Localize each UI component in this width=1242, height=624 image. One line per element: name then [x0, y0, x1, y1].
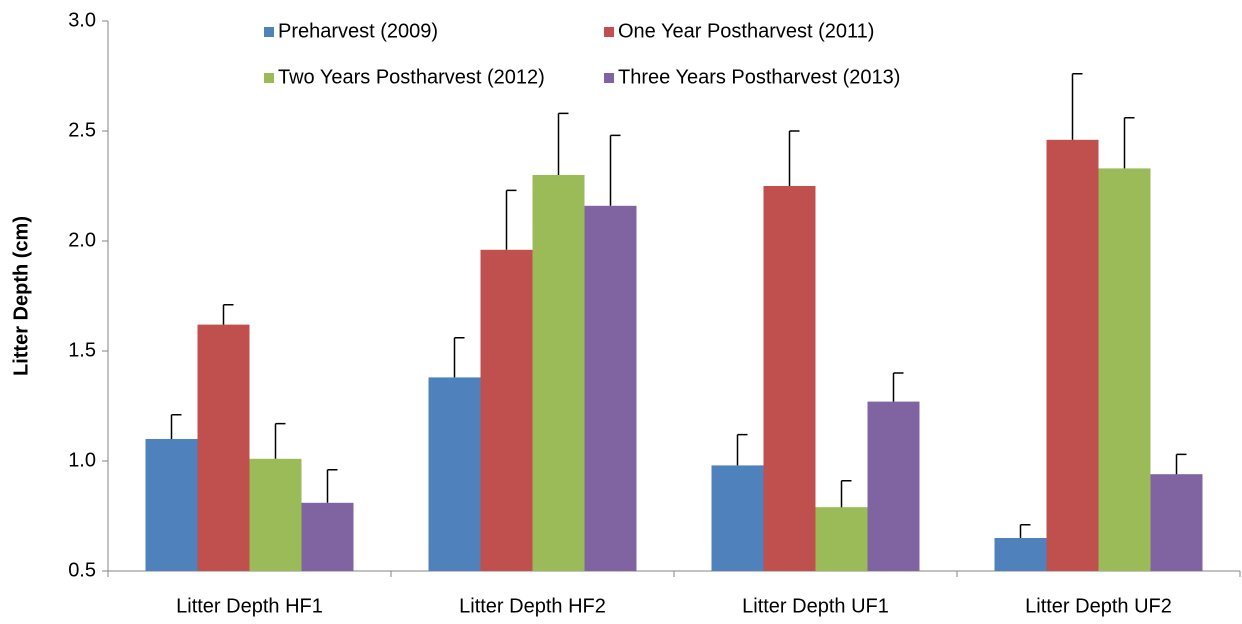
- legend-label: Preharvest (2009): [278, 20, 438, 42]
- error-bar: [222, 304, 234, 325]
- y-tick-label: 1.5: [68, 339, 96, 361]
- bar: [480, 249, 533, 572]
- error-bar: [892, 372, 904, 402]
- legend-swatch: [604, 73, 614, 83]
- x-tick-label: Litter Depth UF2: [1025, 595, 1172, 617]
- bar: [1150, 474, 1203, 571]
- error-bar: [274, 422, 286, 459]
- error-bar: [609, 134, 621, 206]
- error-bar: [170, 414, 182, 439]
- error-bar: [1175, 453, 1187, 475]
- bar: [763, 186, 816, 571]
- legend-label: Two Years Postharvest (2012): [278, 66, 545, 88]
- legend-label: Three Years Postharvest (2013): [618, 66, 900, 88]
- bar: [301, 502, 354, 571]
- legend-swatch: [264, 27, 274, 37]
- error-bar: [1019, 524, 1031, 538]
- y-tick-label: 3.0: [68, 9, 96, 31]
- bar: [1098, 168, 1151, 571]
- legend-swatch: [604, 27, 614, 37]
- error-bar: [505, 189, 517, 250]
- error-bar: [453, 337, 465, 378]
- y-tick-label: 2.5: [68, 119, 96, 141]
- x-tick-label: Litter Depth HF2: [459, 595, 606, 617]
- error-bar: [788, 130, 800, 186]
- bar: [1046, 139, 1099, 572]
- y-axis-label: Litter Depth (cm): [10, 216, 32, 376]
- x-tick-label: Litter Depth UF1: [742, 595, 889, 617]
- legend-swatch: [264, 73, 274, 83]
- bar: [584, 205, 637, 572]
- bar: [867, 401, 920, 571]
- error-bar: [326, 469, 338, 503]
- x-tick-label: Litter Depth HF1: [176, 595, 323, 617]
- legend-label: One Year Postharvest (2011): [618, 20, 874, 42]
- error-bar: [840, 480, 852, 508]
- error-bar: [557, 112, 569, 175]
- error-bar: [1071, 73, 1083, 140]
- error-bar: [1123, 117, 1135, 169]
- bar: [532, 175, 585, 571]
- error-bar: [736, 433, 748, 466]
- bar: [428, 377, 481, 571]
- bar: [711, 465, 764, 571]
- bar: [197, 324, 250, 571]
- y-tick-label: 0.5: [68, 559, 96, 581]
- bar: [145, 439, 198, 571]
- bar: [994, 538, 1047, 571]
- y-tick-label: 2.0: [68, 229, 96, 251]
- bar: [249, 458, 302, 571]
- y-tick-label: 1.0: [68, 449, 96, 471]
- bar: [815, 507, 868, 571]
